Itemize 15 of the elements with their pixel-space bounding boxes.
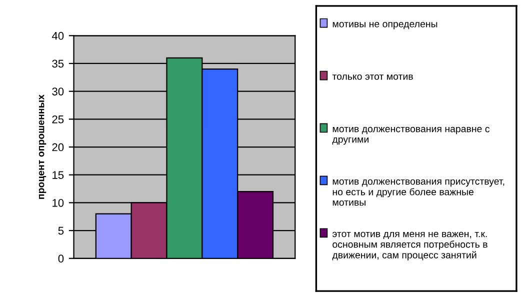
legend-label: мотив долженствования присутствует, но есть и другие более важные мотивы (332, 179, 504, 206)
legend-label: мотив долженствования наравне с другими (332, 126, 490, 145)
legend-label: этот мотив для меня не важен, т.к. основным является потребность в движении, сам процесс занятий (332, 232, 488, 260)
y-axis-title: процент опрошенных (38, 94, 46, 199)
y-tick-label: 35 (52, 60, 64, 68)
y-tick-label: 0 (58, 254, 64, 263)
y-tick-label: 25 (52, 115, 64, 124)
y-tick-label: 15 (52, 171, 64, 179)
y-tick-label: 20 (52, 143, 64, 152)
y-tick-label: 10 (52, 198, 64, 207)
y-tick-label: 30 (52, 88, 64, 96)
y-tick-label: 5 (58, 226, 64, 235)
legend-label: только этот мотив (332, 74, 413, 80)
legend-label: мотивы не определены (332, 22, 438, 30)
y-tick-label: 40 (52, 32, 64, 40)
